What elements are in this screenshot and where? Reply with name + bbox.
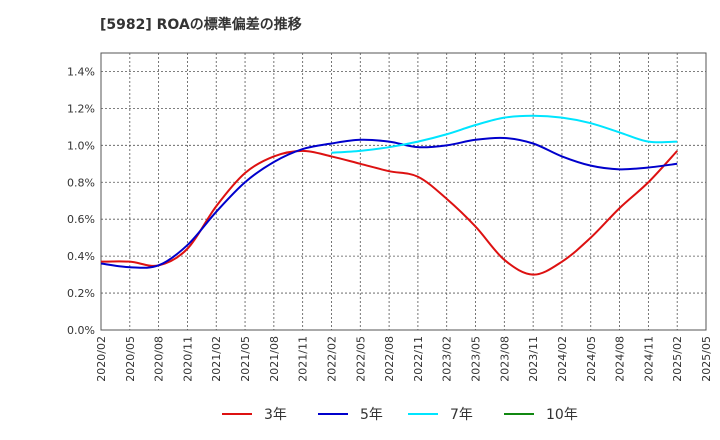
chart-title: [5982] ROAの標準偏差の推移 bbox=[100, 17, 302, 33]
x-tick-label: 2023/11 bbox=[527, 336, 540, 382]
series-line-1 bbox=[100, 136, 678, 269]
x-tick-label: 2022/02 bbox=[325, 336, 338, 382]
x-tick-label: 2021/08 bbox=[268, 336, 281, 382]
series-line-0 bbox=[100, 149, 678, 276]
x-tick-label: 2024/05 bbox=[585, 336, 598, 382]
series-line-2 bbox=[331, 114, 678, 154]
legend-label: 5年 bbox=[360, 407, 383, 423]
x-tick-label: 2023/02 bbox=[441, 336, 454, 382]
x-tick-label: 2022/05 bbox=[354, 336, 367, 382]
x-tick-label: 2022/11 bbox=[412, 336, 425, 382]
x-tick-label: 2023/08 bbox=[498, 336, 511, 382]
y-tick-label: 1.4% bbox=[67, 65, 95, 78]
x-tick-label: 2025/02 bbox=[671, 336, 684, 382]
x-tick-label: 2021/05 bbox=[239, 336, 252, 382]
y-tick-label: 0.6% bbox=[67, 213, 95, 226]
x-tick-label: 2024/08 bbox=[614, 336, 627, 382]
y-tick-label: 0.4% bbox=[67, 250, 95, 263]
x-tick-label: 2020/11 bbox=[181, 336, 194, 382]
x-tick-label: 2021/02 bbox=[210, 336, 223, 382]
x-tick-label: 2023/05 bbox=[470, 336, 483, 382]
legend-label: 10年 bbox=[546, 407, 578, 423]
plot-area bbox=[101, 53, 706, 330]
y-tick-label: 0.8% bbox=[67, 176, 95, 189]
legend-label: 7年 bbox=[450, 407, 473, 423]
y-tick-label: 0.0% bbox=[67, 324, 95, 337]
plot-frame bbox=[100, 52, 707, 331]
y-tick-label: 1.0% bbox=[67, 139, 95, 152]
y-tick-label: 1.2% bbox=[67, 102, 95, 115]
x-tick-label: 2020/08 bbox=[153, 336, 166, 382]
x-tick-label: 2021/11 bbox=[297, 336, 310, 382]
x-tick-label: 2024/11 bbox=[642, 336, 655, 382]
x-tick-label: 2022/08 bbox=[383, 336, 396, 382]
legend-label: 3年 bbox=[264, 407, 287, 423]
x-tick-label: 2025/05 bbox=[700, 336, 713, 382]
y-tick-label: 0.2% bbox=[67, 287, 95, 300]
x-tick-label: 2020/05 bbox=[124, 336, 137, 382]
x-tick-label: 2024/02 bbox=[556, 336, 569, 382]
x-tick-label: 2020/02 bbox=[95, 336, 108, 382]
